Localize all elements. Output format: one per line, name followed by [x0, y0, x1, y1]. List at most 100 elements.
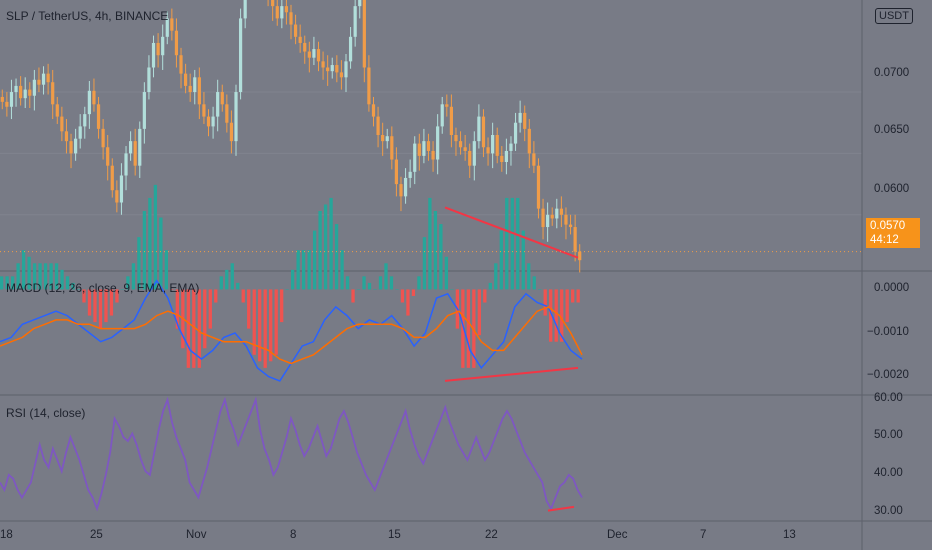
macd-histogram-bar: [269, 289, 273, 362]
candle-body: [504, 150, 508, 162]
candle-body: [422, 141, 426, 156]
candle-body: [293, 24, 298, 37]
candle-body: [426, 141, 431, 151]
candle-body: [46, 73, 50, 83]
rsi-tick-50: 50.00: [874, 429, 903, 441]
rsi-lines: [0, 396, 583, 512]
candle-body: [9, 92, 14, 107]
currency-badge[interactable]: USDT: [875, 8, 913, 24]
candle-body: [339, 72, 344, 78]
macd-histogram-bar: [571, 289, 575, 303]
macd-histogram-bar: [54, 263, 59, 290]
candle-body: [115, 190, 119, 203]
macd-histogram-bar: [367, 282, 372, 290]
macd-histogram-bar: [214, 289, 218, 303]
time-tick-8: 8: [290, 529, 297, 541]
candle-body: [353, 6, 357, 37]
macd-histogram-bar: [417, 276, 421, 290]
candle-body: [5, 101, 9, 107]
candle-body: [518, 112, 522, 123]
macd-histogram-bar: [159, 217, 163, 290]
macd-histogram-bar: [126, 276, 130, 290]
macd-histogram-bar: [433, 211, 438, 290]
candle-body: [197, 77, 201, 105]
macd-histogram-bar: [32, 263, 37, 290]
candle-body: [161, 36, 165, 56]
candle-body: [165, 18, 169, 37]
rsi-divergence-trendline: [547, 505, 575, 512]
macd-histogram-bar: [384, 263, 388, 290]
macd-histogram-bar: [258, 289, 262, 362]
macd-histogram-bar: [428, 197, 432, 290]
macd-tick-0: 0.0000: [874, 282, 910, 294]
macd-histogram-bar: [76, 289, 81, 290]
candle-body: [559, 208, 563, 215]
candle-body: [367, 67, 371, 105]
macd-histogram-bar: [104, 289, 108, 323]
macd-histogram-bar: [87, 289, 92, 316]
candle-body: [491, 135, 495, 154]
rsi-tick-60: 60.00: [874, 392, 903, 404]
symbol-title[interactable]: SLP / TetherUS, 4h, BINANCE: [6, 9, 169, 23]
candle-body: [202, 104, 206, 117]
macd-histogram-bar: [5, 276, 9, 290]
candle-body: [321, 61, 325, 68]
macd-histogram-bar: [230, 263, 234, 290]
candle-body: [51, 82, 55, 105]
candle-body: [312, 49, 316, 58]
macd-histogram-bar: [411, 289, 416, 296]
candle-body: [23, 89, 27, 99]
candle-body: [578, 251, 582, 261]
candle-body: [60, 116, 64, 132]
candle-body: [390, 136, 394, 160]
candle-body: [463, 147, 467, 151]
candle-body: [527, 128, 531, 154]
macd-histogram-bar: [252, 289, 256, 355]
macd-histogram-bar: [400, 289, 405, 303]
macd-histogram-bar: [543, 289, 547, 316]
candle-body: [174, 30, 179, 56]
price-tick-0060: 0.0600: [874, 183, 910, 195]
divergence-trendlines[interactable]: [444, 206, 579, 512]
candle-body: [573, 227, 577, 252]
macd-histogram-bar: [334, 224, 339, 290]
macd-histogram-bar: [274, 289, 278, 355]
macd-histogram-bar: [291, 269, 295, 290]
macd-histogram-bar: [241, 289, 245, 303]
macd-histogram-bar: [466, 289, 470, 368]
macd-histogram-bar: [43, 263, 48, 290]
macd-histogram-bar: [197, 289, 201, 368]
candle-body: [151, 42, 156, 68]
macd-histogram-bar: [285, 289, 289, 290]
price-tick-0070: 0.0700: [874, 67, 910, 79]
macd-histogram-bar: [142, 211, 147, 290]
macd-tick-1: −0.0010: [867, 326, 909, 338]
candle-body: [183, 73, 188, 86]
macd-histogram-bar: [137, 237, 141, 290]
macd-histogram-bar: [247, 289, 251, 329]
macd-histogram-bar: [527, 263, 531, 290]
time-tick-nov: Nov: [186, 529, 207, 541]
candle-body: [142, 92, 146, 129]
candle-body: [335, 65, 339, 73]
time-tick-dec: Dec: [607, 529, 628, 541]
candle-body: [129, 141, 133, 154]
rsi-label[interactable]: RSI (14, close): [6, 406, 86, 420]
candle-body: [358, 0, 362, 7]
time-tick-7: 7: [700, 529, 707, 541]
macd-histogram-bar: [444, 256, 449, 290]
macd-histogram-bar: [0, 276, 4, 290]
candle-body: [385, 136, 389, 142]
macd-histogram-bar: [422, 237, 427, 290]
macd-histogram-bar: [461, 289, 465, 368]
candle-body: [243, 0, 247, 19]
candle-body: [381, 135, 385, 142]
macd-lines: [0, 279, 583, 382]
macd-histogram-bar: [345, 276, 350, 290]
candle-body: [193, 77, 197, 93]
candle-body: [568, 224, 573, 228]
macd-label[interactable]: MACD (12, 26, close, 9, EMA, EMA): [6, 281, 200, 295]
macd-histogram-bar: [307, 250, 311, 290]
